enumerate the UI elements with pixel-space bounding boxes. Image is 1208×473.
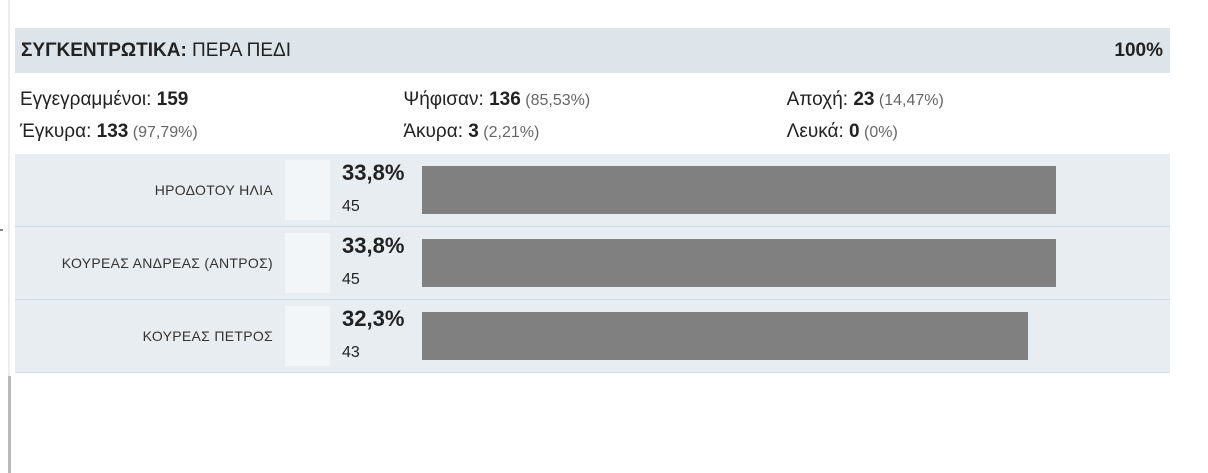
registered-stat: Εγγεγραμμένοι: 159 — [20, 89, 403, 111]
invalid-value: 3 — [468, 121, 479, 142]
valid-stat: Έγκυρα: 133 (97,79%) — [20, 121, 403, 143]
results-header: ΣΥΓΚΕΝΤΡΩΤΙΚΑ: ΠΕΡΑ ΠΕΔΙ 100% — [15, 28, 1170, 73]
title-location: ΠΕΡΑ ΠΕΔΙ — [186, 39, 291, 61]
summary-row-2: Έγκυρα: 133 (97,79%) Άκυρα: 3 (2,21%) Λε… — [20, 116, 1170, 148]
page-title: ΣΥΓΚΕΝΤΡΩΤΙΚΑ: ΠΕΡΑ ΠΕΔΙ — [21, 40, 291, 62]
voted-stat: Ψήφισαν: 136 (85,53%) — [403, 89, 786, 111]
candidate-bar — [422, 312, 1028, 360]
candidate-votes: 43 — [342, 344, 360, 361]
voted-label: Ψήφισαν: — [403, 89, 490, 110]
count-progress: 100% — [1114, 39, 1163, 61]
left-edge-marker — [0, 229, 3, 231]
abstention-value: 23 — [853, 89, 875, 110]
title-prefix: ΣΥΓΚΕΝΤΡΩΤΙΚΑ: — [21, 39, 187, 61]
candidate-bar — [422, 166, 1056, 214]
candidate-percent: 32,3% — [342, 306, 405, 331]
candidate-values: 32,3% 43 — [342, 306, 422, 366]
blank-value: 0 — [849, 121, 860, 142]
invalid-stat: Άκυρα: 3 (2,21%) — [403, 121, 786, 143]
blank-stat: Λευκά: 0 (0%) — [787, 121, 1170, 143]
candidate-bar — [422, 239, 1056, 287]
abstention-label: Αποχή: — [786, 89, 854, 110]
candidate-bar-track — [422, 166, 1056, 214]
results-panel: ΣΥΓΚΕΝΤΡΩΤΙΚΑ: ΠΕΡΑ ΠΕΔΙ 100% Εγγεγραμμέ… — [15, 28, 1170, 373]
candidate-photo — [285, 233, 330, 293]
candidate-percent: 33,8% — [342, 233, 405, 258]
left-edge-divider — [8, 0, 10, 473]
candidate-votes: 45 — [342, 271, 360, 288]
voted-percent: (85,53%) — [520, 92, 591, 109]
candidate-row: ΚΟΥΡΕΑΣ ΑΝΔΡΕΑΣ (ΑΝΤΡΟΣ) 33,8% 45 — [15, 227, 1170, 300]
valid-label: Έγκυρα: — [20, 121, 97, 142]
candidate-bar-track — [422, 239, 1056, 287]
turnout-summary: Εγγεγραμμένοι: 159 Ψήφισαν: 136 (85,53%)… — [15, 73, 1170, 154]
blank-percent: (0%) — [859, 124, 898, 141]
candidate-bar-track — [422, 312, 1056, 360]
blank-label: Λευκά: — [786, 121, 850, 142]
candidate-photo — [285, 160, 330, 220]
candidate-values: 33,8% 45 — [342, 233, 422, 293]
registered-value: 159 — [156, 89, 189, 110]
invalid-percent: (2,21%) — [478, 124, 540, 141]
candidate-percent: 33,8% — [342, 160, 405, 185]
candidate-name: ΚΟΥΡΕΑΣ ΠΕΤΡΟΣ — [142, 328, 273, 344]
candidate-results: ΗΡΟΔΟΤΟΥ ΗΛΙΑ 33,8% 45 ΚΟΥΡΕΑΣ ΑΝΔΡΕΑΣ (… — [15, 154, 1170, 373]
valid-percent: (97,79%) — [128, 124, 198, 141]
candidate-votes: 45 — [342, 198, 360, 215]
candidate-name: ΚΟΥΡΕΑΣ ΑΝΔΡΕΑΣ (ΑΝΤΡΟΣ) — [61, 255, 273, 271]
abstention-stat: Αποχή: 23 (14,47%) — [787, 89, 1170, 111]
abstention-percent: (14,47%) — [874, 92, 944, 109]
candidate-photo — [285, 306, 330, 366]
candidate-row: ΗΡΟΔΟΤΟΥ ΗΛΙΑ 33,8% 45 — [15, 154, 1170, 227]
voted-value: 136 — [489, 89, 521, 110]
candidate-values: 33,8% 45 — [342, 160, 422, 220]
candidate-row: ΚΟΥΡΕΑΣ ΠΕΤΡΟΣ 32,3% 43 — [15, 300, 1170, 373]
valid-value: 133 — [96, 121, 129, 142]
summary-row-1: Εγγεγραμμένοι: 159 Ψήφισαν: 136 (85,53%)… — [20, 84, 1170, 116]
registered-label: Εγγεγραμμένοι: — [20, 89, 157, 110]
left-edge-scrollbar[interactable] — [8, 376, 11, 473]
invalid-label: Άκυρα: — [403, 121, 469, 142]
candidate-name: ΗΡΟΔΟΤΟΥ ΗΛΙΑ — [154, 182, 273, 198]
